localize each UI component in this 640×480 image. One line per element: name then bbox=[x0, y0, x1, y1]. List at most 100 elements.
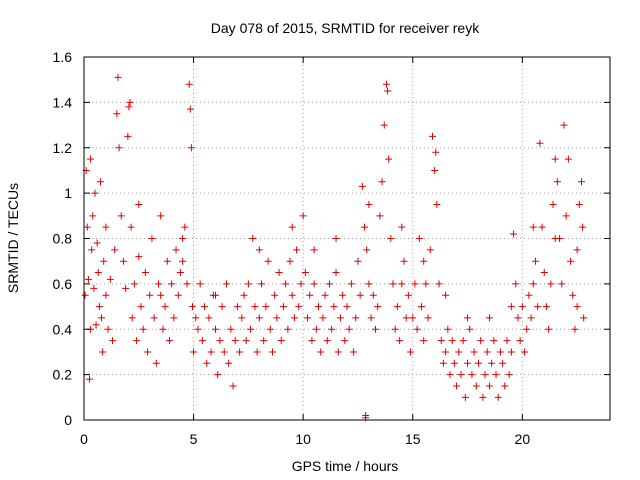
data-point bbox=[573, 246, 581, 254]
data-point bbox=[529, 223, 537, 231]
data-point bbox=[201, 303, 209, 311]
data-point bbox=[549, 200, 557, 208]
data-point bbox=[260, 337, 268, 345]
data-point bbox=[179, 235, 187, 242]
y-tick-label: 1 bbox=[64, 185, 72, 201]
data-point bbox=[161, 303, 169, 311]
data-point bbox=[238, 314, 246, 322]
data-point bbox=[186, 105, 194, 113]
data-point bbox=[236, 348, 244, 356]
data-point bbox=[479, 393, 487, 401]
data-point bbox=[190, 348, 198, 356]
data-point bbox=[244, 280, 252, 288]
data-point bbox=[547, 280, 555, 288]
data-point bbox=[317, 348, 325, 356]
data-point bbox=[420, 257, 428, 265]
data-point bbox=[573, 303, 581, 311]
data-point bbox=[578, 178, 586, 186]
data-point bbox=[558, 280, 566, 288]
data-point bbox=[418, 303, 426, 311]
data-point bbox=[446, 371, 454, 379]
data-point bbox=[205, 314, 213, 322]
grid bbox=[84, 57, 610, 420]
data-point bbox=[94, 269, 102, 277]
data-point bbox=[83, 223, 91, 231]
data-point bbox=[444, 325, 452, 333]
data-point bbox=[88, 246, 96, 254]
axis-ticks: 0 0.2 0.4 0.6 0.8 1 1.2 1.4 1.6 0 5 10 15 20 bbox=[53, 49, 610, 447]
data-point bbox=[104, 325, 112, 333]
data-point bbox=[402, 314, 410, 322]
data-point bbox=[279, 303, 287, 311]
data-point bbox=[356, 291, 364, 299]
data-point bbox=[141, 269, 149, 277]
data-point bbox=[510, 230, 518, 238]
data-point bbox=[155, 280, 163, 288]
data-point bbox=[89, 212, 97, 220]
data-point bbox=[411, 280, 419, 288]
data-point bbox=[323, 337, 331, 345]
data-point bbox=[336, 314, 344, 322]
data-point bbox=[299, 212, 307, 220]
data-point bbox=[264, 257, 272, 265]
data-point bbox=[87, 155, 95, 163]
data-point bbox=[165, 337, 173, 345]
data-point bbox=[457, 371, 465, 379]
data-point bbox=[306, 291, 314, 299]
data-point bbox=[367, 314, 375, 322]
data-point bbox=[496, 348, 504, 356]
data-point bbox=[301, 269, 309, 277]
data-point bbox=[374, 303, 382, 311]
data-point bbox=[464, 314, 472, 322]
data-point bbox=[428, 132, 436, 140]
data-point bbox=[222, 280, 230, 288]
data-point bbox=[172, 246, 180, 254]
data-point bbox=[450, 359, 458, 367]
data-point bbox=[485, 314, 493, 322]
data-point bbox=[415, 235, 423, 242]
data-point bbox=[91, 189, 99, 197]
data-point bbox=[115, 144, 123, 152]
data-point bbox=[98, 314, 106, 322]
data-point bbox=[404, 291, 412, 299]
data-point bbox=[433, 200, 441, 208]
y-axis-label: SRMTID / TECUs bbox=[5, 183, 21, 293]
plot-frame bbox=[83, 56, 611, 421]
data-point bbox=[507, 303, 515, 311]
data-point bbox=[284, 325, 292, 333]
data-point bbox=[212, 291, 219, 299]
data-point bbox=[315, 303, 323, 311]
data-point bbox=[426, 246, 434, 254]
data-point bbox=[378, 178, 386, 186]
data-point bbox=[527, 314, 535, 322]
data-point bbox=[268, 348, 276, 356]
data-point bbox=[249, 235, 257, 242]
data-point bbox=[488, 359, 496, 367]
data-point bbox=[569, 291, 577, 299]
data-point bbox=[192, 314, 200, 322]
data-point bbox=[358, 182, 366, 190]
data-point bbox=[273, 314, 281, 322]
data-point bbox=[251, 303, 259, 311]
data-point bbox=[365, 280, 373, 288]
data-point bbox=[448, 337, 456, 345]
data-point bbox=[518, 303, 526, 311]
data-point bbox=[247, 325, 255, 333]
data-point bbox=[95, 303, 103, 311]
data-point bbox=[439, 359, 447, 367]
y-tick-label: 0.8 bbox=[53, 231, 73, 247]
data-point bbox=[365, 200, 373, 208]
data-point bbox=[332, 269, 340, 277]
x-tick-label: 10 bbox=[295, 431, 311, 447]
data-point bbox=[293, 246, 301, 254]
data-point bbox=[432, 148, 440, 156]
data-point bbox=[384, 87, 392, 95]
data-point bbox=[580, 314, 588, 322]
data-point bbox=[523, 325, 531, 333]
data-point bbox=[483, 348, 491, 356]
data-point bbox=[227, 325, 235, 333]
data-point bbox=[551, 155, 559, 163]
data-point bbox=[352, 314, 360, 322]
data-point bbox=[332, 235, 340, 242]
data-point bbox=[157, 291, 165, 299]
